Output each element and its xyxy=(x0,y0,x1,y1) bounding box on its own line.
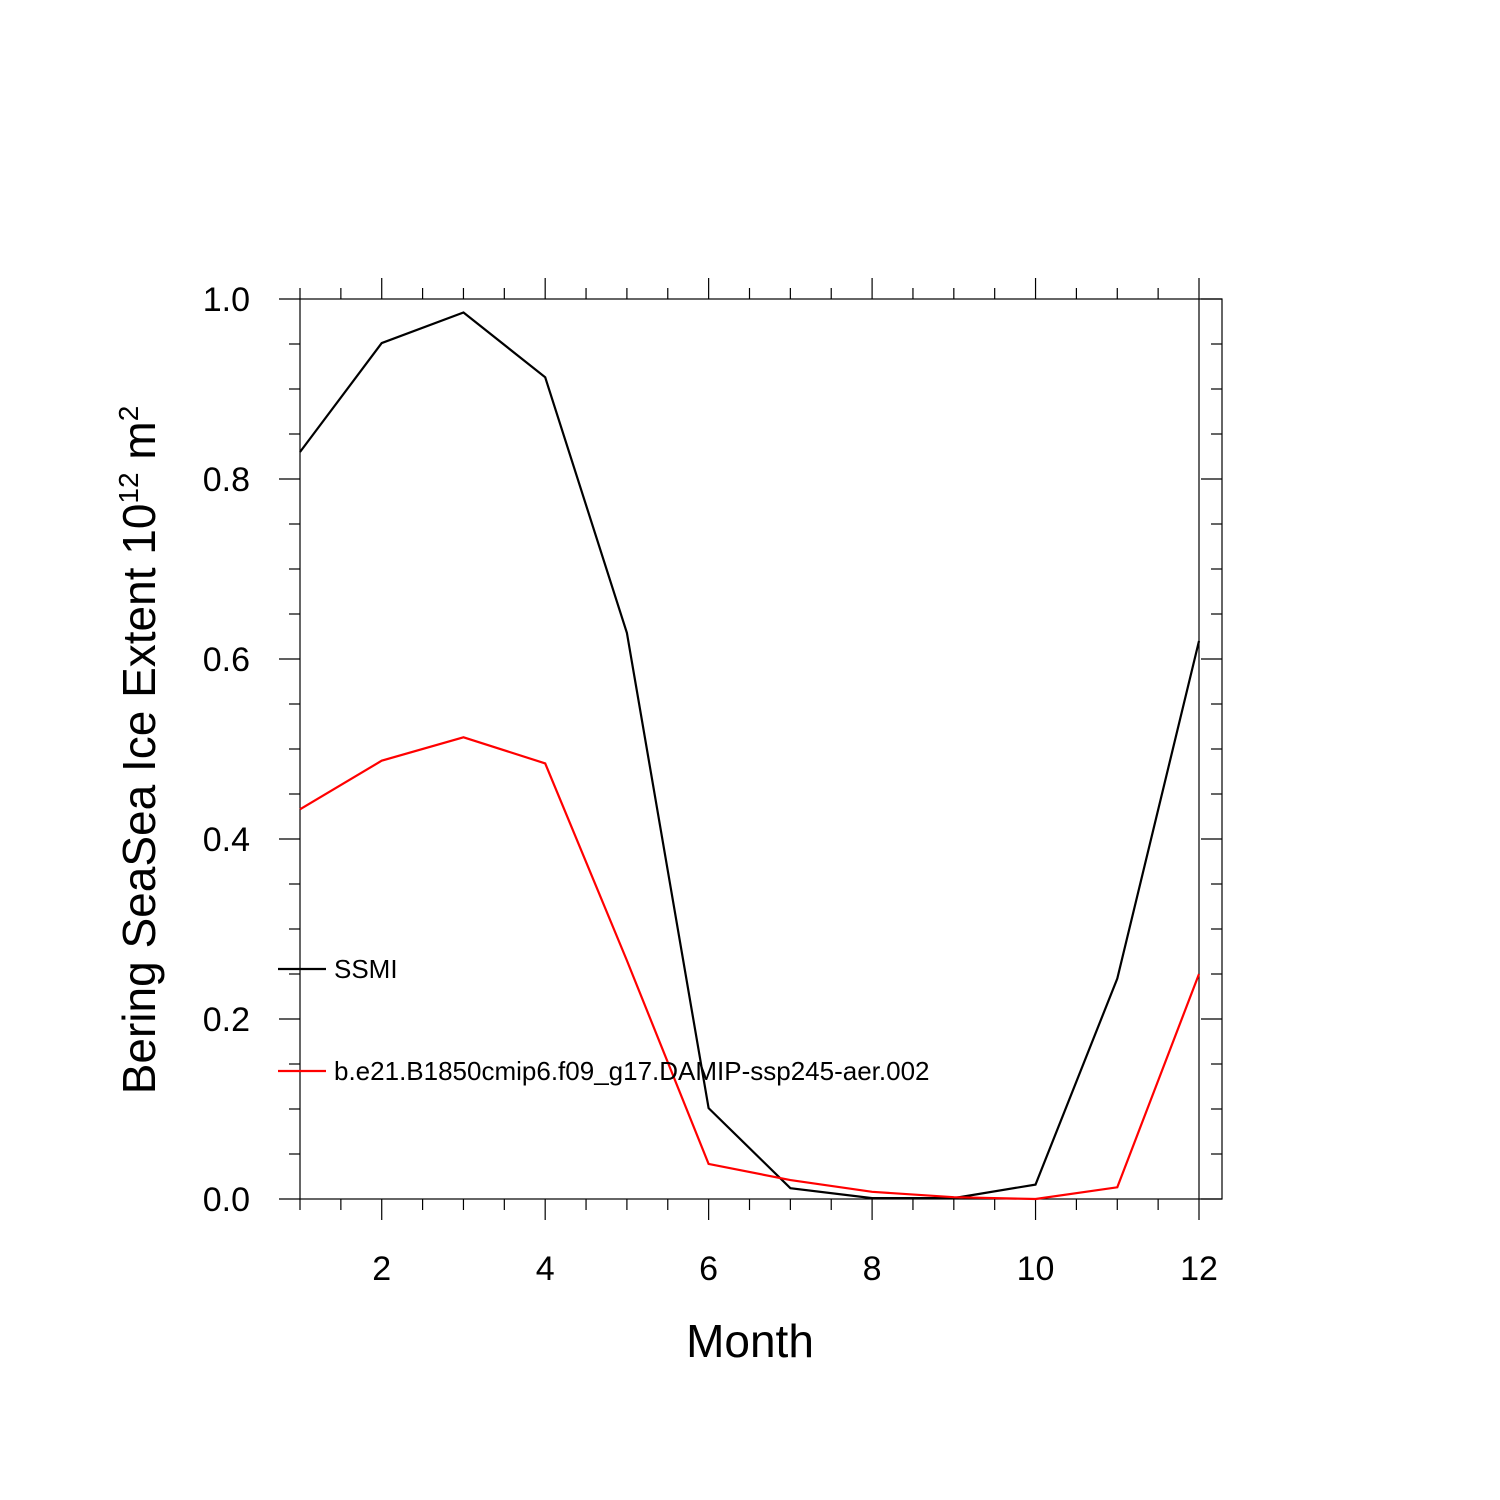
y-tick-label: 0.8 xyxy=(203,461,250,499)
y-axis-label-unit-exponent: 2 xyxy=(113,406,144,422)
legend-label: SSMI xyxy=(334,954,398,984)
x-tick-label: 2 xyxy=(372,1250,391,1288)
x-tick-label: 12 xyxy=(1180,1250,1218,1288)
y-axis-label-exponent: 12 xyxy=(113,472,144,503)
x-tick-label: 6 xyxy=(699,1250,718,1288)
x-axis-label: Month xyxy=(686,1315,814,1367)
x-tick-label: 10 xyxy=(1017,1250,1055,1288)
y-axis-label-main: Bering SeaSea Ice Extent 10 xyxy=(113,504,165,1095)
y-tick-label: 0.4 xyxy=(203,821,250,859)
x-tick-label: 8 xyxy=(863,1250,882,1288)
x-tick-label: 4 xyxy=(536,1250,555,1288)
series-line-model xyxy=(299,736,1201,1201)
y-tick-label: 0.6 xyxy=(203,641,250,679)
y-axis-label: Bering SeaSea Ice Extent 1012 m2 xyxy=(113,406,165,1095)
legend: SSMI b.e21.B1850cmip6.f09_g17.DAMIP-ssp24… xyxy=(278,954,930,1086)
legend-label: b.e21.B1850cmip6.f09_g17.DAMIP-ssp245-ae… xyxy=(334,1056,930,1086)
axis-ticks: 2 4 6 8 10 12 0.0 0.2 0.4 0.6 0.8 1.0 xyxy=(203,278,1222,1288)
series-line-ssmi xyxy=(299,311,1201,1200)
y-tick-label: 0.0 xyxy=(203,1181,250,1219)
series-lines xyxy=(299,311,1201,1201)
y-axis-label-unit: m xyxy=(113,421,165,472)
y-tick-label: 0.2 xyxy=(203,1001,250,1039)
y-tick-label: 1.0 xyxy=(203,281,250,319)
